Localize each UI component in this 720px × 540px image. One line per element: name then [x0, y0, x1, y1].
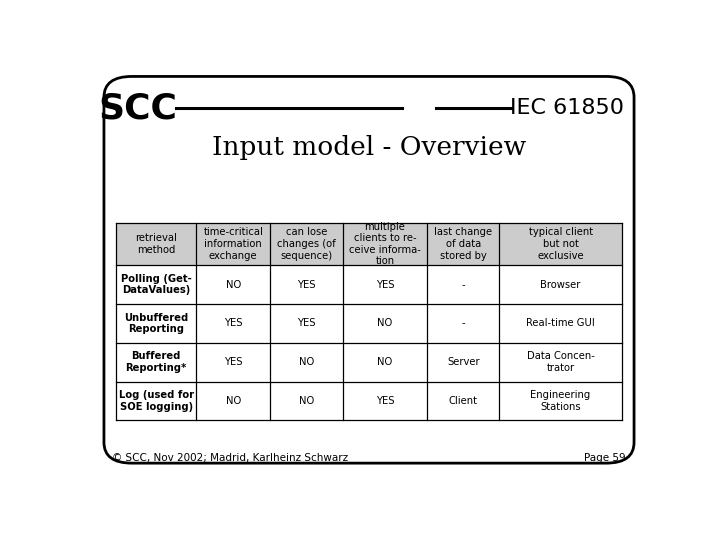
Text: multiple
clients to re-
ceive informa-
tion: multiple clients to re- ceive informa- t… — [349, 221, 421, 266]
Text: Client: Client — [449, 396, 478, 406]
Text: YES: YES — [376, 280, 394, 289]
Text: typical client
but not
exclusive: typical client but not exclusive — [528, 227, 593, 261]
FancyBboxPatch shape — [104, 77, 634, 463]
Text: NO: NO — [225, 280, 241, 289]
Text: YES: YES — [297, 319, 316, 328]
Text: Page 59: Page 59 — [584, 453, 626, 463]
Text: retrieval
method: retrieval method — [135, 233, 177, 255]
Text: NO: NO — [299, 396, 314, 406]
Text: time-critical
information
exchange: time-critical information exchange — [203, 227, 264, 261]
Text: YES: YES — [224, 319, 243, 328]
Text: last change
of data
stored by: last change of data stored by — [434, 227, 492, 261]
Text: NO: NO — [299, 357, 314, 367]
Text: -: - — [462, 319, 465, 328]
Text: Log (used for
SOE logging): Log (used for SOE logging) — [119, 390, 194, 411]
Text: can lose
changes (of
sequence): can lose changes (of sequence) — [277, 227, 336, 261]
Text: -: - — [462, 280, 465, 289]
Text: Input model - Overview: Input model - Overview — [212, 136, 526, 160]
Text: Browser: Browser — [541, 280, 581, 289]
Text: NO: NO — [377, 319, 392, 328]
Text: YES: YES — [224, 357, 243, 367]
Text: © SCC, Nov 2002; Madrid, Karlheinz Schwarz: © SCC, Nov 2002; Madrid, Karlheinz Schwa… — [112, 453, 348, 463]
Text: Data Concen-
trator: Data Concen- trator — [526, 352, 595, 373]
Text: Buffered
Reporting*: Buffered Reporting* — [125, 352, 187, 373]
Text: Unbuffered
Reporting: Unbuffered Reporting — [124, 313, 189, 334]
Text: IEC 61850: IEC 61850 — [510, 98, 624, 118]
Text: Engineering
Stations: Engineering Stations — [531, 390, 590, 411]
Text: NO: NO — [377, 357, 392, 367]
Text: NO: NO — [225, 396, 241, 406]
Text: YES: YES — [376, 396, 394, 406]
Text: Server: Server — [447, 357, 480, 367]
Text: Polling (Get-
DataValues): Polling (Get- DataValues) — [121, 274, 192, 295]
Text: SCC: SCC — [98, 91, 177, 125]
Bar — [116, 223, 622, 265]
Text: Real-time GUI: Real-time GUI — [526, 319, 595, 328]
Text: YES: YES — [297, 280, 316, 289]
